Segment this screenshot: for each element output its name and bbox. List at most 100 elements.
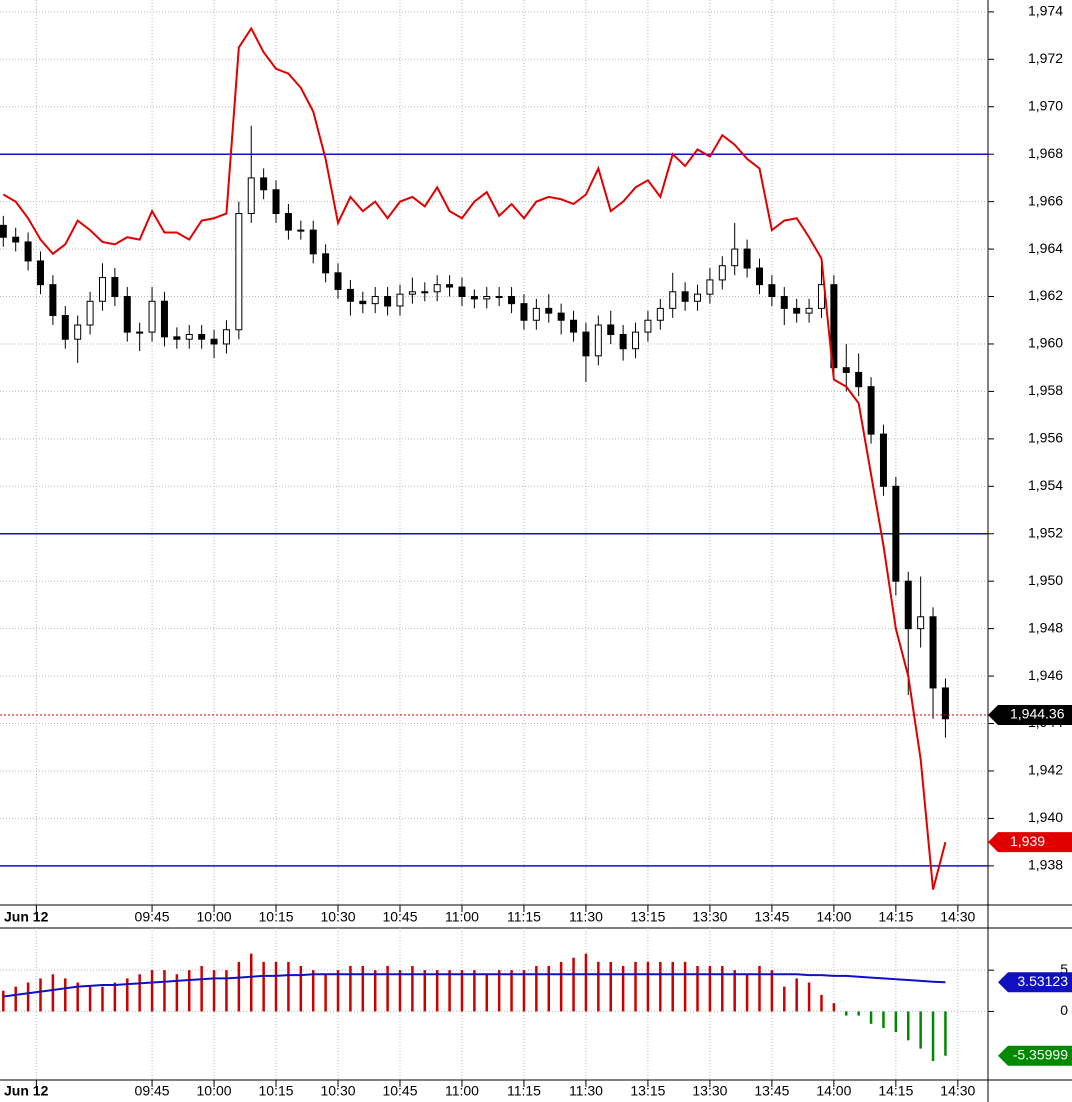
candle-body <box>148 300 156 333</box>
x-tick-label: 10:45 <box>382 1083 417 1099</box>
candle-body <box>557 312 565 321</box>
candle-body <box>235 212 243 331</box>
x-tick-label: 10:30 <box>320 1083 355 1099</box>
y-tick-label: 1,960 <box>1028 335 1063 351</box>
candle-body <box>520 303 528 321</box>
x-tick-label: 11:15 <box>507 1083 541 1099</box>
candle-body <box>483 296 491 300</box>
candle-body <box>743 248 751 269</box>
y-tick-label: 1,966 <box>1028 192 1063 208</box>
y-tick-label: 1,950 <box>1028 572 1063 588</box>
x-tick-label: Jun 12 <box>4 1083 49 1099</box>
x-tick-label: 11:00 <box>445 1083 479 1099</box>
candle-body <box>433 284 441 293</box>
candle-body <box>272 189 280 214</box>
candle-body <box>842 367 850 373</box>
x-tick-label: 14:30 <box>940 909 975 925</box>
candle-body <box>297 229 305 232</box>
signal-line <box>3 973 946 998</box>
candle-body <box>346 288 354 302</box>
x-tick-label: 13:45 <box>754 909 789 925</box>
value-tag-label: 3.53123 <box>1017 973 1068 989</box>
y-tick-label: 5 <box>1060 961 1068 977</box>
y-tick-label: 1,938 <box>1028 857 1063 873</box>
candle-body <box>173 336 181 340</box>
candle-body <box>222 329 230 345</box>
candle-body <box>334 272 342 290</box>
y-tick-label: 1,948 <box>1028 619 1063 635</box>
candle-body <box>136 331 144 334</box>
x-tick-label: 14:15 <box>878 909 913 925</box>
x-tick-label: 09:45 <box>135 909 170 925</box>
candle-body <box>892 485 900 582</box>
y-tick-label: 1,940 <box>1028 809 1063 825</box>
x-tick-label: 10:15 <box>259 1083 294 1099</box>
candle-body <box>160 300 168 338</box>
candle-body <box>941 687 949 720</box>
candle-body <box>830 284 838 369</box>
value-tag-label: -5.35999 <box>1013 1046 1068 1062</box>
x-tick-label: 14:30 <box>940 1083 975 1099</box>
candle-body <box>61 315 69 340</box>
candle-body <box>408 291 416 295</box>
price-tag-label: 1,939 <box>1010 833 1045 849</box>
x-tick-label: 13:45 <box>754 1083 789 1099</box>
x-tick-label: 10:00 <box>197 909 232 925</box>
candle-body <box>210 338 218 345</box>
candle-body <box>86 300 94 326</box>
candle-body <box>855 371 863 388</box>
y-tick-label: 1,972 <box>1028 50 1063 66</box>
value-tag <box>998 972 1072 993</box>
candle-body <box>582 331 590 357</box>
candle-body <box>36 260 44 286</box>
x-tick-label: 10:00 <box>197 1083 232 1099</box>
candle-body <box>359 300 367 305</box>
candle-body <box>669 291 677 309</box>
candle-body <box>694 293 702 302</box>
x-tick-label: 13:15 <box>630 909 665 925</box>
y-tick-label: 1,970 <box>1028 97 1063 113</box>
price-tag <box>988 704 1072 725</box>
y-tick-label: 1,946 <box>1028 667 1063 683</box>
candle-body <box>495 296 503 299</box>
candle-body <box>607 324 615 335</box>
candle-body <box>396 293 404 307</box>
y-tick-label: 1,942 <box>1028 762 1063 778</box>
y-tick-label: 1,974 <box>1028 3 1063 19</box>
candle-body <box>545 307 553 314</box>
candle-body <box>768 284 776 298</box>
price-tag-label: 1,944.36 <box>1010 706 1065 722</box>
x-tick-label: 13:15 <box>630 1083 665 1099</box>
x-tick-label: 14:00 <box>816 909 851 925</box>
y-tick-label: 1,964 <box>1028 240 1063 256</box>
y-tick-label: 0 <box>1060 1002 1068 1018</box>
x-tick-label: 11:30 <box>569 909 603 925</box>
candle-body <box>867 386 875 435</box>
candle-body <box>74 324 82 340</box>
x-tick-label: 13:30 <box>692 909 727 925</box>
candle-body <box>111 277 119 298</box>
candle-body <box>805 307 813 314</box>
y-tick-label: 1,958 <box>1028 382 1063 398</box>
price-tag <box>988 832 1072 853</box>
candle-body <box>917 616 925 630</box>
candle-body <box>247 177 255 214</box>
candle-body <box>98 277 106 302</box>
candle-body <box>632 331 640 350</box>
candle-body <box>123 296 131 333</box>
x-tick-label: 13:30 <box>692 1083 727 1099</box>
candle-body <box>12 236 20 243</box>
candle-body <box>879 433 887 487</box>
x-tick-label: 10:30 <box>320 909 355 925</box>
candle-body <box>185 333 193 340</box>
candle-body <box>780 296 788 309</box>
x-tick-label: Jun 12 <box>4 909 49 925</box>
indicator-line <box>2 26 947 890</box>
y-tick-label: 1,956 <box>1028 430 1063 446</box>
candle-body <box>731 248 739 267</box>
candle-body <box>49 284 57 317</box>
candle-body <box>718 265 726 281</box>
candle-body <box>0 224 7 238</box>
candle-body <box>656 307 664 321</box>
candle-body <box>371 296 379 305</box>
